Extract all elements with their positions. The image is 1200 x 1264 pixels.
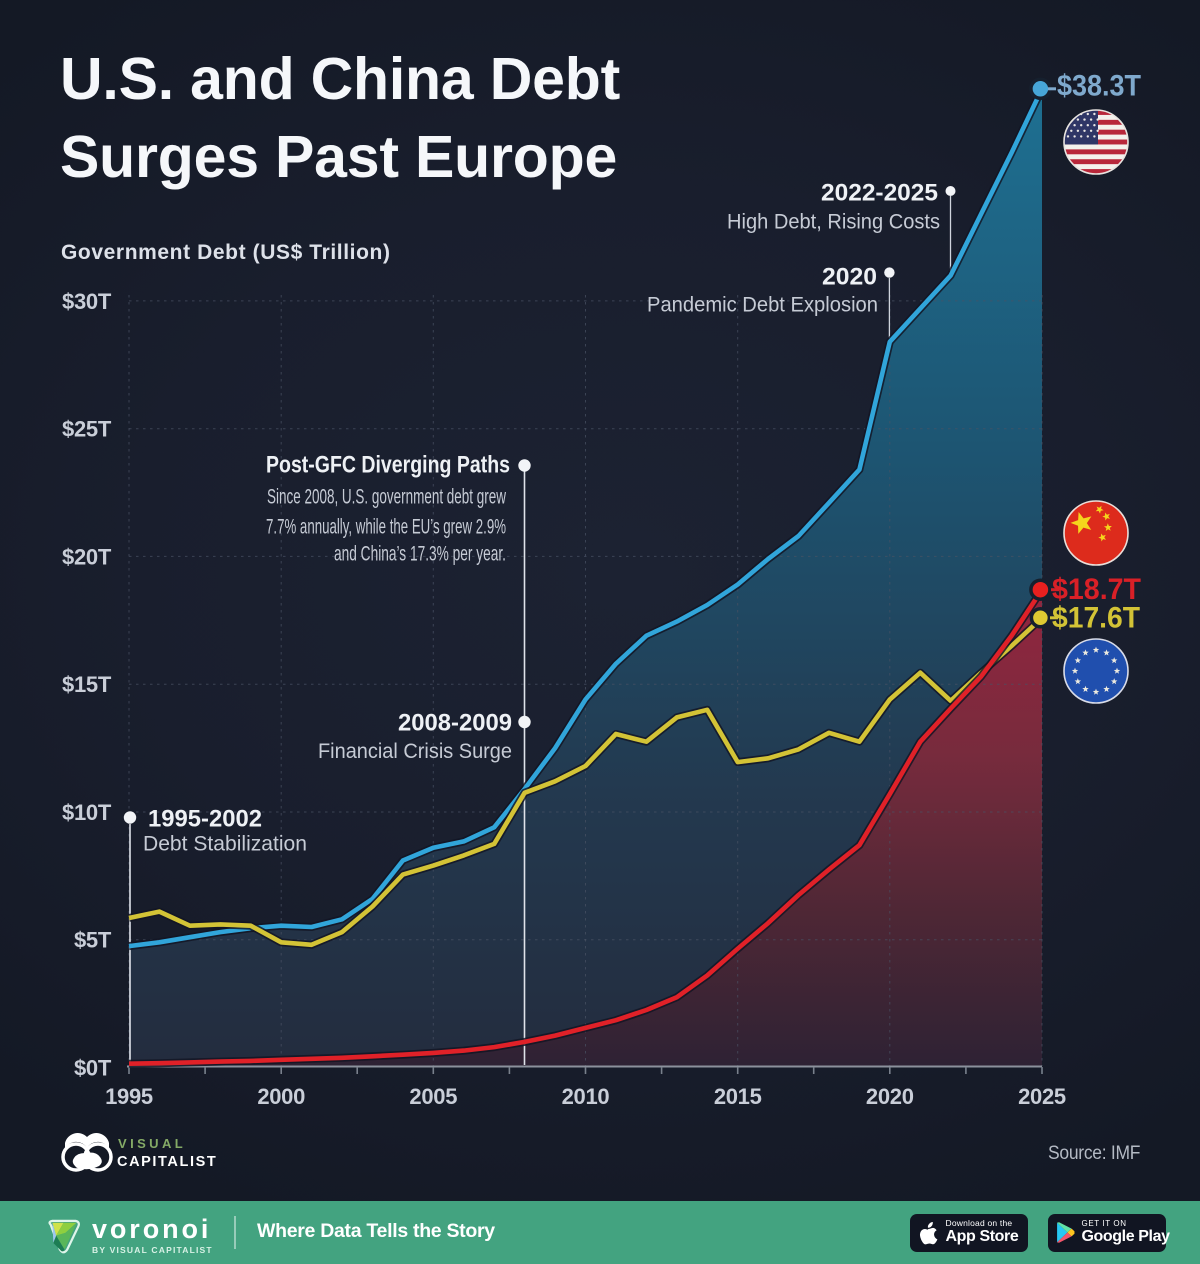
svg-text:CAPITALIST: CAPITALIST: [117, 1154, 217, 1170]
svg-text:2015: 2015: [714, 1084, 762, 1109]
svg-text:Financial Crisis Surge: Financial Crisis Surge: [318, 739, 512, 763]
svg-text:$30T: $30T: [62, 289, 112, 314]
svg-text:$17.6T: $17.6T: [1052, 602, 1140, 635]
svg-text:Pandemic Debt Explosion: Pandemic Debt Explosion: [647, 293, 878, 317]
svg-text:Post-GFC Diverging Paths: Post-GFC Diverging Paths: [266, 452, 510, 479]
svg-text:$25T: $25T: [62, 417, 112, 442]
svg-text:2005: 2005: [409, 1084, 457, 1109]
svg-text:2025: 2025: [1018, 1084, 1066, 1109]
svg-text:$18.7T: $18.7T: [1052, 573, 1141, 606]
svg-text:2008-2009: 2008-2009: [398, 710, 512, 737]
svg-text:High Debt, Rising Costs: High Debt, Rising Costs: [727, 210, 940, 234]
svg-text:$0T: $0T: [74, 1056, 112, 1081]
svg-text:2010: 2010: [562, 1084, 610, 1109]
svg-text:1995: 1995: [105, 1084, 153, 1109]
svg-text:2000: 2000: [257, 1084, 305, 1109]
svg-text:Since 2008, U.S. government de: Since 2008, U.S. government debt grew: [267, 485, 506, 509]
svg-text:$5T: $5T: [74, 928, 112, 953]
svg-text:1995-2002: 1995-2002: [148, 806, 262, 833]
svg-text:2020: 2020: [822, 264, 877, 291]
svg-text:$20T: $20T: [62, 544, 112, 569]
svg-text:VISUAL: VISUAL: [118, 1136, 186, 1151]
svg-text:2020: 2020: [866, 1084, 914, 1109]
svg-text:$10T: $10T: [62, 800, 112, 825]
svg-text:and China’s 17.3% per year.: and China’s 17.3% per year.: [334, 542, 506, 566]
svg-text:$15T: $15T: [62, 672, 112, 697]
svg-text:7.7% annually, while the EU’s: 7.7% annually, while the EU’s grew 2.9%: [266, 515, 506, 539]
svg-text:$38.3T: $38.3T: [1057, 70, 1141, 103]
svg-text:Debt Stabilization: Debt Stabilization: [143, 832, 307, 856]
svg-text:2022-2025: 2022-2025: [821, 180, 938, 207]
